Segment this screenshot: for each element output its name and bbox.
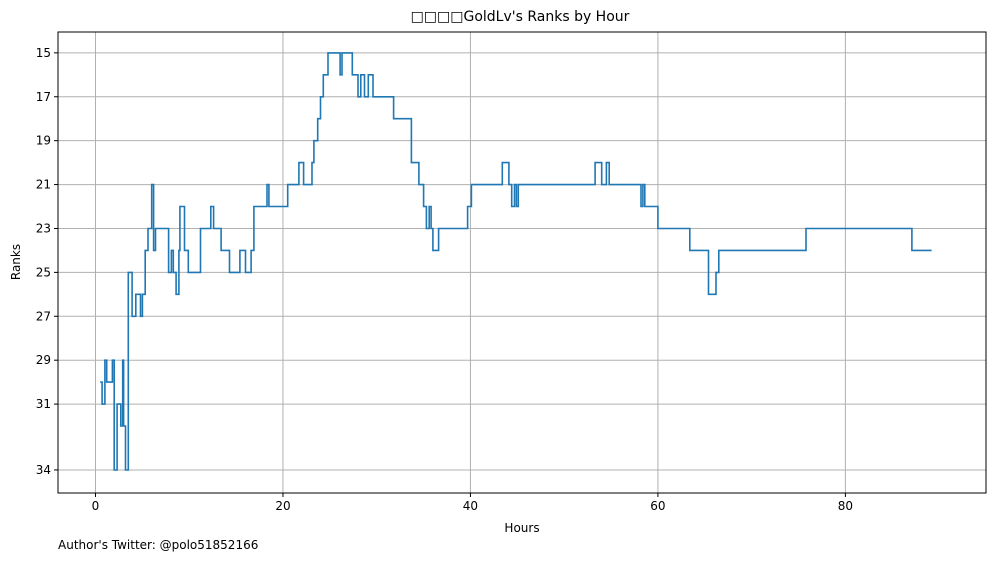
series-group (100, 52, 932, 471)
grid (58, 32, 986, 493)
x-tick-label: 0 (92, 499, 100, 513)
x-axis-label: Hours (504, 521, 539, 535)
y-tick-label: 34 (36, 463, 51, 477)
y-tick-label: 25 (36, 265, 51, 279)
y-tick-label: 17 (36, 90, 51, 104)
plot-frame (57, 31, 987, 494)
y-tick-label: 23 (36, 221, 51, 235)
x-axis: 0 20 40 60 80 (92, 493, 853, 513)
y-axis: 15 17 19 21 23 25 27 29 31 34 (36, 46, 58, 477)
x-tick-label: 40 (463, 499, 478, 513)
author-credit: Author's Twitter: @polo51852166 (58, 538, 259, 552)
x-tick-label: 80 (838, 499, 853, 513)
x-tick-label: 20 (275, 499, 290, 513)
y-tick-label: 31 (36, 397, 51, 411)
y-tick-label: 21 (36, 178, 51, 192)
series-line (100, 52, 932, 471)
y-tick-label: 27 (36, 309, 51, 323)
y-tick-label: 19 (36, 134, 51, 148)
y-tick-label: 29 (36, 353, 51, 367)
y-tick-label: 15 (36, 46, 51, 60)
y-axis-label: Ranks (9, 244, 23, 280)
chart-title: □□□□GoldLv's Ranks by Hour (411, 9, 630, 25)
x-tick-label: 60 (650, 499, 665, 513)
